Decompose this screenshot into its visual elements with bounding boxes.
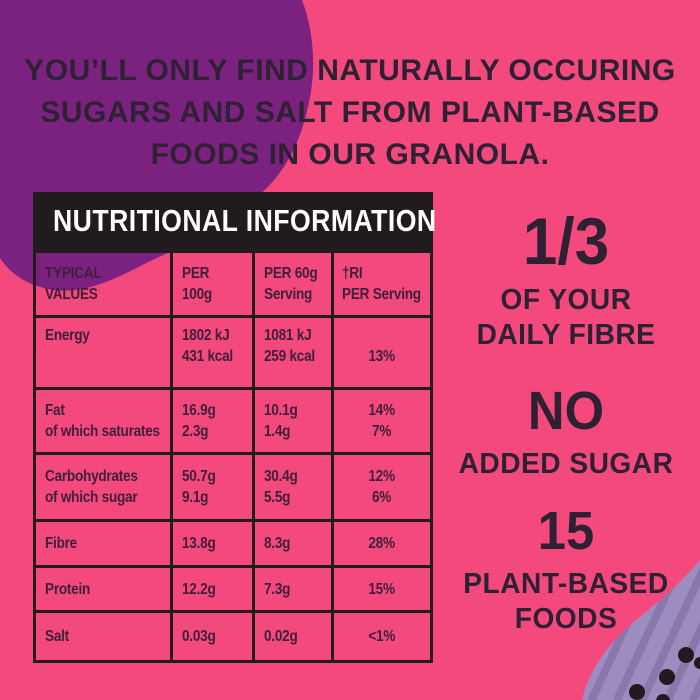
stat-no-added-sugar-label: ADDED SUGAR bbox=[458, 448, 674, 480]
col-header-ri-per-serving-text: †RI PER Serving bbox=[342, 265, 421, 303]
salt-label: Salt bbox=[36, 613, 173, 660]
fibre-label: Fibre bbox=[36, 522, 173, 568]
fat-per-100g: 16.9g 2.3g bbox=[173, 390, 255, 455]
fat-label: Fat of which saturates bbox=[36, 390, 173, 455]
berry-dot bbox=[694, 657, 700, 669]
fibre-per-60g-text: 8.3g bbox=[264, 535, 291, 552]
carbohydrates-ri: 12% 6% bbox=[334, 455, 430, 522]
stat-plant-based-foods-label: PLANT-BASED FOODS bbox=[463, 568, 669, 635]
col-header-per-60g: PER 60g Serving bbox=[255, 253, 334, 318]
table-grid: TYPICAL VALUES PER 100g PER 60g Serving … bbox=[33, 250, 433, 663]
stat-no-added-sugar: NO ADDED SUGAR bbox=[433, 384, 699, 482]
col-header-ri-per-serving: †RI PER Serving bbox=[334, 253, 430, 318]
carbohydrates-ri-text: 12% 6% bbox=[368, 468, 396, 506]
protein-label: Protein bbox=[36, 568, 173, 613]
salt-per-60g: 0.02g bbox=[255, 613, 334, 660]
stat-daily-fibre: 1/3 OF YOUR DAILY FIBRE bbox=[433, 208, 699, 353]
protein-per-60g: 7.3g bbox=[255, 568, 334, 613]
fat-ri-text: 14% 7% bbox=[368, 402, 396, 440]
fibre-per-100g-text: 13.8g bbox=[182, 535, 216, 552]
carbohydrates-label: Carbohydrates of which sugar bbox=[36, 455, 173, 522]
table-title: NUTRITIONAL INFORMATION bbox=[33, 192, 436, 250]
carbohydrates-per-100g-text: 50.7g 9.1g bbox=[182, 468, 216, 506]
carbohydrates-per-100g: 50.7g 9.1g bbox=[173, 455, 255, 522]
protein-per-60g-text: 7.3g bbox=[264, 580, 291, 598]
energy-per-60g-text: 1081 kJ 259 kcal bbox=[264, 327, 315, 365]
energy-label-text: Energy bbox=[45, 327, 90, 344]
fibre-label-text: Fibre bbox=[45, 535, 77, 552]
salt-per-60g-text: 0.02g bbox=[264, 628, 298, 645]
carbohydrates-label-text: Carbohydrates of which sugar bbox=[45, 468, 138, 506]
protein-per-100g-text: 12.2g bbox=[182, 580, 216, 598]
col-header-per-100g-text: PER 100g bbox=[182, 265, 212, 303]
salt-ri-text: <1% bbox=[368, 628, 396, 645]
nutrition-table: NUTRITIONAL INFORMATION TYPICAL VALUES P… bbox=[33, 192, 436, 663]
protein-ri-text: 15% bbox=[368, 580, 396, 598]
energy-per-100g-text: 1802 kJ 431 kcal bbox=[182, 327, 233, 365]
salt-label-text: Salt bbox=[45, 628, 69, 645]
stat-plant-based-foods: 15 PLANT-BASED FOODS bbox=[433, 504, 699, 637]
protein-ri: 15% bbox=[334, 568, 430, 613]
energy-per-60g: 1081 kJ 259 kcal bbox=[255, 318, 334, 390]
fibre-per-100g: 13.8g bbox=[173, 522, 255, 568]
berry-dot bbox=[629, 684, 645, 700]
energy-ri: 13% bbox=[334, 318, 430, 390]
berry-dot bbox=[678, 647, 694, 663]
carbohydrates-per-60g: 30.4g 5.5g bbox=[255, 455, 334, 522]
energy-per-100g: 1802 kJ 431 kcal bbox=[173, 318, 255, 390]
salt-ri: <1% bbox=[334, 613, 430, 660]
stat-daily-fibre-value: 1/3 bbox=[522, 204, 610, 278]
salt-per-100g-text: 0.03g bbox=[182, 628, 216, 645]
protein-label-text: Protein bbox=[45, 580, 91, 598]
col-header-per-100g: PER 100g bbox=[173, 253, 255, 318]
col-header-per-60g-text: PER 60g Serving bbox=[264, 265, 318, 303]
salt-per-100g: 0.03g bbox=[173, 613, 255, 660]
fat-per-100g-text: 16.9g 2.3g bbox=[182, 402, 216, 440]
stat-plant-based-foods-value: 15 bbox=[537, 501, 595, 561]
energy-label: Energy bbox=[36, 318, 173, 390]
fat-label-text: Fat of which saturates bbox=[45, 402, 160, 440]
fibre-ri-text: 28% bbox=[368, 535, 396, 552]
protein-per-100g: 12.2g bbox=[173, 568, 255, 613]
stat-no-added-sugar-value: NO bbox=[527, 381, 605, 441]
headline-line-3: FOODS IN OUR GRANOLA. bbox=[150, 138, 550, 171]
headline: YOU’LL ONLY FIND NATURALLY OCCURING SUGA… bbox=[0, 50, 700, 176]
fat-ri: 14% 7% bbox=[334, 390, 430, 455]
berry-dot bbox=[659, 669, 675, 685]
carbohydrates-per-60g-text: 30.4g 5.5g bbox=[264, 468, 298, 506]
fibre-ri: 28% bbox=[334, 522, 430, 568]
fat-per-60g: 10.1g 1.4g bbox=[255, 390, 334, 455]
col-header-typical-values-text: TYPICAL VALUES bbox=[45, 265, 102, 303]
headline-line-2: SUGARS AND SALT FROM PLANT-BASED bbox=[40, 96, 660, 129]
headline-line-1: YOU’LL ONLY FIND NATURALLY OCCURING bbox=[24, 54, 676, 87]
fat-per-60g-text: 10.1g 1.4g bbox=[264, 402, 298, 440]
col-header-typical-values: TYPICAL VALUES bbox=[36, 253, 173, 318]
energy-ri-text: 13% bbox=[368, 348, 396, 365]
berry-dot bbox=[656, 694, 670, 700]
stat-daily-fibre-label: OF YOUR DAILY FIBRE bbox=[476, 284, 656, 351]
table-title-text: NUTRITIONAL INFORMATION bbox=[53, 203, 437, 238]
fibre-per-60g: 8.3g bbox=[255, 522, 334, 568]
